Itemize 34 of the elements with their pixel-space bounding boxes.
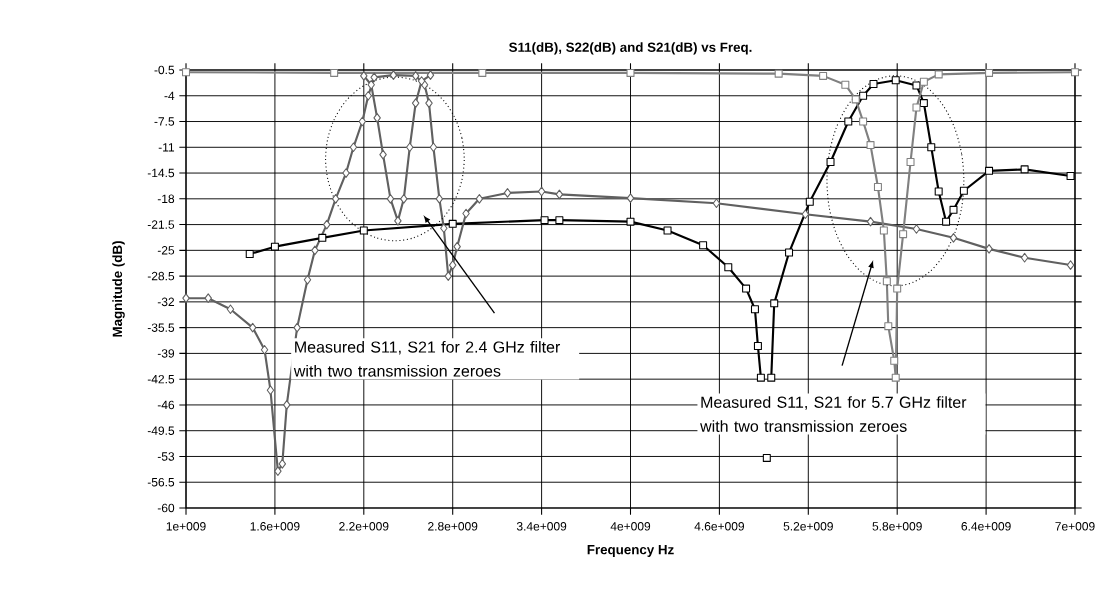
- y-tick-label: -25: [157, 246, 175, 255]
- x-tick-label: 2.8e+009: [428, 522, 478, 531]
- x-tick-label: 5.8e+009: [872, 522, 922, 531]
- x-tick-label: 6.4e+009: [961, 522, 1011, 531]
- x-tick-label: 4.6e+009: [694, 522, 745, 531]
- y-tick-label: -46: [157, 400, 175, 410]
- y-axis-title: Magnitude (dB): [112, 241, 125, 337]
- chart-title: S11(dB), S22(dB) and S21(dB) vs Freq.: [509, 42, 752, 55]
- y-tick-label: -49.5: [147, 426, 175, 435]
- x-axis-title: Frequency Hz: [587, 545, 674, 557]
- y-tick-label: -7.5: [154, 117, 175, 126]
- y-tick-label: -53: [157, 452, 175, 461]
- x-tick-label: 1.6e+009: [250, 522, 300, 531]
- y-tick-label: -60: [157, 503, 175, 513]
- y-tick-label: -56.5: [147, 477, 175, 487]
- y-tick-label: -32: [157, 297, 175, 307]
- annotation: Measured S11, S21 for 2.4 GHz filter with two transmission zeroes: [293, 340, 561, 377]
- y-tick-label: -39: [157, 349, 175, 358]
- x-tick-label: 3.4e+009: [516, 522, 567, 531]
- y-tick-label: -14.5: [147, 168, 175, 178]
- annotation: Measured S11, S21 for 5.7 GHz filter with two transmission zeroes: [700, 396, 967, 432]
- y-tick-label: -42.5: [147, 374, 175, 384]
- y-tick-label: -11: [158, 143, 175, 152]
- x-tick-label: 1e+009: [166, 522, 206, 531]
- x-tick-label: 4e+009: [610, 522, 651, 531]
- x-tick-label: 2.2e+009: [339, 522, 389, 531]
- x-tick-label: 5.2e+009: [783, 522, 833, 531]
- y-tick-label: -28.5: [147, 271, 175, 281]
- y-tick-label: -18: [157, 194, 175, 204]
- x-tick-label: 7e+009: [1055, 522, 1095, 531]
- y-tick-label: -0.5: [154, 65, 175, 75]
- y-tick-label: -4: [164, 91, 175, 100]
- y-tick-label: -21.5: [147, 220, 175, 229]
- y-tick-label: -35.5: [147, 323, 175, 332]
